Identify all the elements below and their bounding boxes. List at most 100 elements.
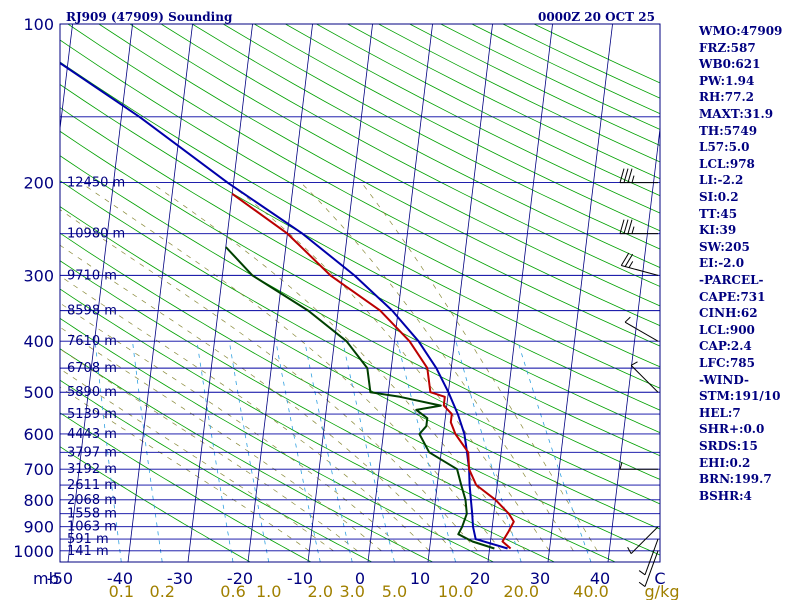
dry-adiabat <box>60 288 555 562</box>
wind-barb <box>630 361 659 393</box>
stat-line: BSHR:4 <box>699 488 752 503</box>
isotherm <box>367 24 433 562</box>
height-label: 9710 m <box>67 268 117 283</box>
dry-adiabat <box>60 39 660 368</box>
dewpoint-trace <box>225 246 495 550</box>
mixing-ratio-line <box>397 341 456 562</box>
stat-line: CINH:62 <box>699 306 758 321</box>
stat-line: PW:1.94 <box>699 73 755 88</box>
stat-line: EHI:0.2 <box>699 455 751 470</box>
barb-half <box>631 175 635 183</box>
wind-barb <box>619 219 658 235</box>
isotherm <box>547 24 613 562</box>
pressure-tick-label: 800 <box>23 491 54 510</box>
pressure-tick-label: 1000 <box>13 542 54 561</box>
stat-line: SHR+:0.0 <box>699 422 765 437</box>
mixing-ratio-line <box>455 341 522 562</box>
mixing-ratio-label: 3.0 <box>340 582 365 600</box>
chart-grid <box>60 24 660 562</box>
barb-half <box>624 316 631 323</box>
stat-line: STM:191/10 <box>699 389 781 404</box>
temperature-tick-label: 20 <box>470 569 490 588</box>
mixing-ratio-unit-label: g/kg <box>645 582 680 600</box>
pressure-unit-label: mb <box>33 569 59 588</box>
isotherm <box>187 24 253 562</box>
height-label: 10980 m <box>67 227 125 242</box>
isotherm <box>127 24 193 562</box>
mixing-ratio-label: 20.0 <box>503 582 539 600</box>
temperature-tick-label: -30 <box>167 569 193 588</box>
dry-adiabat <box>60 61 660 389</box>
barb-flag <box>620 252 630 266</box>
mixing-ratio-label: 10.0 <box>438 582 474 600</box>
height-label: 1063 m <box>67 520 117 535</box>
barb-half <box>628 261 634 268</box>
temperature-tick-label: -10 <box>287 569 313 588</box>
temperature-tick-label: C <box>654 569 665 588</box>
isotherm <box>67 24 133 562</box>
chart-title: RJ909 (47909) Sounding <box>66 10 233 24</box>
mixing-ratio-label: 0.6 <box>220 582 245 600</box>
mixing-ratio-label: 0.2 <box>150 582 175 600</box>
pressure-tick-label: 300 <box>23 266 54 285</box>
wind-barb <box>627 526 659 554</box>
isotherm <box>607 125 660 562</box>
barb-flag <box>623 219 629 234</box>
temperature-trace <box>231 192 515 550</box>
height-label: 7610 m <box>67 334 117 349</box>
barb-flag <box>619 219 625 234</box>
wind-barb <box>638 538 659 576</box>
barb-staff <box>630 365 659 393</box>
dry-adiabat <box>160 24 660 287</box>
wind-barb <box>619 168 658 184</box>
height-label: 2068 m <box>67 493 117 508</box>
temperature-tick-label: -40 <box>107 569 133 588</box>
temperature-tick-label: 10 <box>410 569 430 588</box>
stat-line: -WIND- <box>699 372 749 387</box>
temperature-tick-label: 30 <box>530 569 550 588</box>
wind-barb <box>638 550 659 587</box>
wind-barb <box>620 252 659 276</box>
barb-half <box>638 570 646 576</box>
pressure-tick-label: 500 <box>23 383 54 402</box>
barb-flag <box>627 219 633 234</box>
dry-adiabat <box>129 24 660 307</box>
dry-adiabat <box>98 24 660 327</box>
stat-line: MAXT:31.9 <box>699 107 774 121</box>
barb-half <box>627 546 632 554</box>
barb-staff <box>630 526 659 554</box>
dry-adiabat <box>60 412 312 562</box>
pressure-tick-label: 700 <box>23 460 54 479</box>
pressure-tick-label: 900 <box>23 518 54 537</box>
axis-labels: 12450 m 10980 m 9710 m 8598 m 7610 m 6708 m 58… <box>13 15 679 600</box>
barb-flag <box>627 168 633 183</box>
pressure-tick-label: 100 <box>23 15 54 34</box>
stat-line: SW:205 <box>699 239 750 254</box>
dry-adiabat <box>60 130 660 457</box>
barb-staff <box>644 538 659 575</box>
stat-line: EI:-2.0 <box>699 256 745 271</box>
height-label: 8598 m <box>67 304 117 319</box>
chart-traces <box>60 61 515 550</box>
stat-line: BRN:199.7 <box>699 472 772 487</box>
dry-adiabat <box>60 379 372 562</box>
temperature-tick-label: 40 <box>590 569 610 588</box>
stat-line: TT:45 <box>699 206 738 221</box>
mixing-ratio-label: 2.0 <box>308 582 333 600</box>
plot-frame <box>59 23 661 563</box>
stat-line: WMO:47909 <box>699 24 783 38</box>
barb-flag <box>619 168 625 183</box>
height-label: 141 m <box>67 544 109 559</box>
stat-line: LI:-2.2 <box>699 173 744 188</box>
dry-adiabat <box>222 24 660 250</box>
isotherm <box>247 24 313 562</box>
isotherm <box>427 24 493 562</box>
barb-staff <box>621 265 659 276</box>
stat-line: RH:77.2 <box>699 90 754 105</box>
height-label: 4443 m <box>67 427 117 442</box>
height-label: 5139 m <box>67 407 117 422</box>
wind-barb <box>619 462 658 470</box>
barb-flag <box>623 168 629 183</box>
stat-line: CAP:2.4 <box>699 339 752 354</box>
